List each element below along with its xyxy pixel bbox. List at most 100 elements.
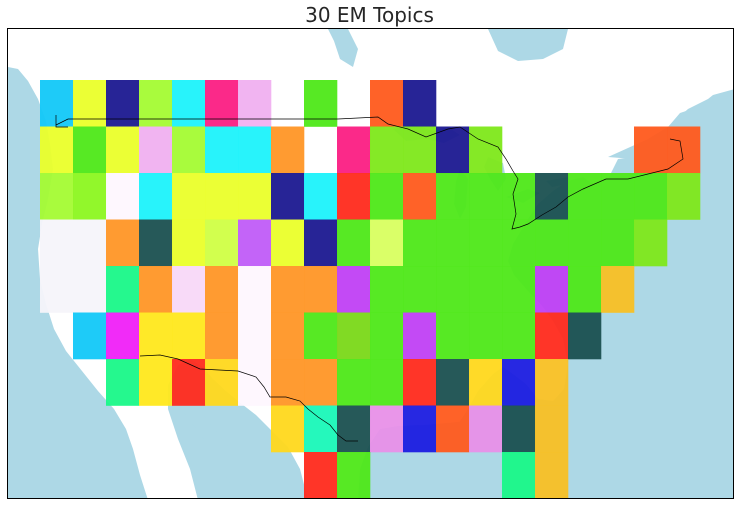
topic-cell-r4-c8 — [304, 266, 338, 313]
saint-lawrence — [608, 99, 708, 159]
topic-cell-r3-c17 — [601, 219, 635, 267]
topic-cell-r4-c0 — [40, 266, 74, 313]
topic-cell-r6-c3 — [139, 359, 173, 406]
topic-cell-r3-c7 — [271, 219, 305, 267]
topic-cell-r3-c2 — [106, 219, 140, 267]
topic-cell-r6-c7 — [271, 359, 305, 406]
topic-cell-r7-c11 — [403, 405, 437, 453]
topic-cell-r3-c1 — [73, 219, 107, 267]
topic-cell-r4-c1 — [73, 266, 107, 313]
topic-cell-r4-c9 — [337, 266, 371, 313]
topic-cell-r2-c13 — [469, 173, 503, 220]
topic-cell-r0-c2 — [106, 80, 140, 127]
topic-cell-r1-c6 — [238, 126, 272, 174]
topic-cell-r3-c8 — [304, 219, 338, 267]
topic-cell-r5-c6 — [238, 312, 272, 360]
topic-cell-r0-c4 — [172, 80, 206, 127]
topic-cell-r7-c12 — [436, 405, 470, 453]
topic-cell-r3-c3 — [139, 219, 173, 267]
topic-cell-r2-c10 — [370, 173, 404, 220]
topic-cell-r2-c19 — [667, 173, 701, 220]
topic-cell-r0-c8 — [304, 80, 338, 127]
topic-cell-r0-c11 — [403, 80, 437, 127]
us-mexico-border — [139, 354, 358, 442]
west-coast-border-tick — [55, 115, 68, 128]
gulf-of-california — [168, 385, 258, 498]
topic-cell-r2-c16 — [568, 173, 602, 220]
topic-cell-r1-c9 — [337, 126, 371, 174]
topic-cell-r4-c10 — [370, 266, 404, 313]
topic-cell-r4-c3 — [139, 266, 173, 313]
topic-cell-r4-c16 — [568, 266, 602, 313]
topic-cell-r1-c3 — [139, 126, 173, 174]
topic-cell-r5-c10 — [370, 312, 404, 360]
topic-cell-r3-c13 — [469, 219, 503, 267]
topic-cell-r2-c5 — [205, 173, 239, 220]
topic-cell-r6-c11 — [403, 359, 437, 406]
map-frame — [7, 28, 734, 499]
topic-cell-r2-c0 — [40, 173, 74, 220]
topic-cell-r7-c14 — [502, 405, 536, 453]
topic-map — [8, 29, 733, 498]
topic-cell-r3-c12 — [436, 219, 470, 267]
topic-cell-r2-c1 — [73, 173, 107, 220]
topic-cell-r5-c1 — [73, 312, 107, 360]
topic-cell-r1-c13 — [469, 126, 503, 174]
topic-cell-r7-c10 — [370, 405, 404, 453]
topic-cell-r5-c5 — [205, 312, 239, 360]
topic-cell-r7-c15 — [535, 405, 569, 453]
topic-cell-r4-c6 — [238, 266, 272, 313]
topic-cell-r3-c5 — [205, 219, 239, 267]
topic-cell-r8-c15 — [535, 452, 569, 498]
topic-cell-r4-c17 — [601, 266, 635, 313]
topic-cell-r0-c10 — [370, 80, 404, 127]
topic-cell-r5-c11 — [403, 312, 437, 360]
topic-cell-r1-c18 — [634, 126, 668, 174]
topic-cell-r2-c2 — [106, 173, 140, 220]
topic-cell-r5-c13 — [469, 312, 503, 360]
topic-cell-r6-c5 — [205, 359, 239, 406]
topic-cell-r1-c1 — [73, 126, 107, 174]
topic-cell-r3-c16 — [568, 219, 602, 267]
topic-cell-r5-c4 — [172, 312, 206, 360]
topic-cell-r6-c14 — [502, 359, 536, 406]
topic-cell-r3-c10 — [370, 219, 404, 267]
topic-cell-r5-c14 — [502, 312, 536, 360]
topic-cell-r3-c15 — [535, 219, 569, 267]
topic-cell-r0-c6 — [238, 80, 272, 127]
topic-cell-r7-c13 — [469, 405, 503, 453]
topic-cell-r2-c14 — [502, 173, 536, 220]
topic-cell-r5-c16 — [568, 312, 602, 360]
topic-cell-r1-c0 — [40, 126, 74, 174]
topic-cell-r1-c11 — [403, 126, 437, 174]
topic-cell-r1-c5 — [205, 126, 239, 174]
topic-cell-r2-c9 — [337, 173, 371, 220]
topic-cell-r8-c8 — [304, 452, 338, 498]
topic-cell-r6-c4 — [172, 359, 206, 406]
topic-cell-r5-c2 — [106, 312, 140, 360]
topic-cell-r6-c6 — [238, 359, 272, 406]
topic-cell-r1-c19 — [667, 126, 701, 174]
topic-cell-r1-c7 — [271, 126, 305, 174]
hudson-bay — [488, 29, 568, 61]
topic-cell-r6-c13 — [469, 359, 503, 406]
topic-cell-r6-c10 — [370, 359, 404, 406]
topic-cell-r5-c9 — [337, 312, 371, 360]
topic-cell-r7-c9 — [337, 405, 371, 453]
topic-cell-r4-c15 — [535, 266, 569, 313]
topic-cell-r2-c11 — [403, 173, 437, 220]
topic-cell-r4-c5 — [205, 266, 239, 313]
topic-cell-r4-c14 — [502, 266, 536, 313]
topic-cell-r5-c12 — [436, 312, 470, 360]
topic-cell-r0-c3 — [139, 80, 173, 127]
topic-cell-r0-c0 — [40, 80, 74, 127]
topic-cell-r3-c4 — [172, 219, 206, 267]
topic-cell-r7-c8 — [304, 405, 338, 453]
topic-cell-r5-c7 — [271, 312, 305, 360]
topic-cell-r3-c9 — [337, 219, 371, 267]
topic-cell-r2-c8 — [304, 173, 338, 220]
topic-cell-r6-c12 — [436, 359, 470, 406]
topic-cell-r2-c7 — [271, 173, 305, 220]
topic-cell-r0-c5 — [205, 80, 239, 127]
topic-cell-r1-c4 — [172, 126, 206, 174]
